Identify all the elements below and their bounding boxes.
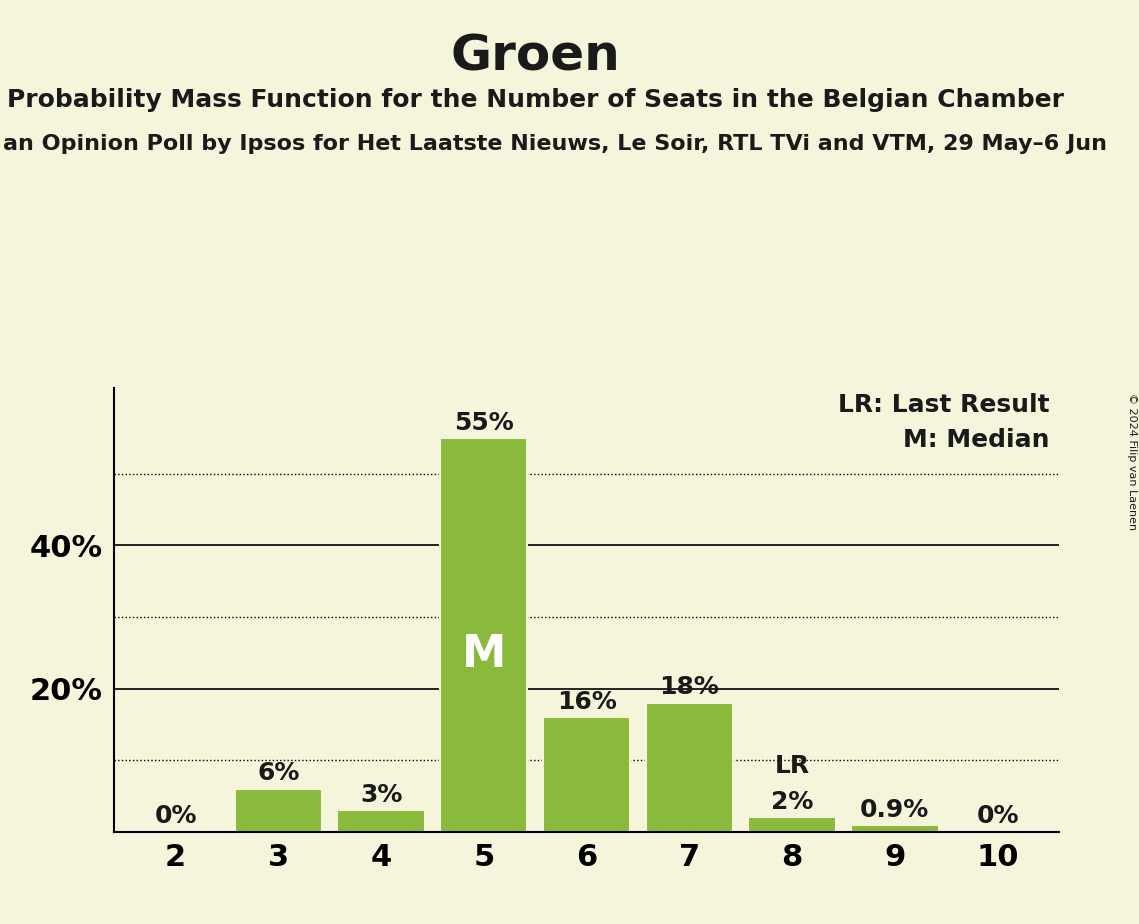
Text: LR: LR <box>775 754 810 778</box>
Text: 6%: 6% <box>257 761 300 785</box>
Bar <box>748 818 836 832</box>
Text: LR: Last Result: LR: Last Result <box>838 393 1050 417</box>
Text: on an Opinion Poll by Ipsos for Het Laatste Nieuws, Le Soir, RTL TVi and VTM, 29: on an Opinion Poll by Ipsos for Het Laat… <box>0 134 1107 154</box>
Bar <box>851 825 939 832</box>
Bar <box>440 438 527 832</box>
Text: 0%: 0% <box>154 804 197 828</box>
Text: Groen: Groen <box>450 32 621 80</box>
Bar <box>543 717 630 832</box>
Bar <box>337 810 425 832</box>
Text: 16%: 16% <box>557 689 616 713</box>
Text: Probability Mass Function for the Number of Seats in the Belgian Chamber: Probability Mass Function for the Number… <box>7 88 1064 112</box>
Text: 55%: 55% <box>454 410 514 434</box>
Text: M: M <box>461 633 506 676</box>
Text: 18%: 18% <box>659 675 720 699</box>
Text: © 2024 Filip van Laenen: © 2024 Filip van Laenen <box>1126 394 1137 530</box>
Bar <box>646 703 734 832</box>
Bar <box>235 789 322 832</box>
Text: 3%: 3% <box>360 783 402 807</box>
Text: M: Median: M: Median <box>903 428 1050 452</box>
Text: 2%: 2% <box>771 790 813 814</box>
Text: 0%: 0% <box>976 804 1019 828</box>
Text: 0.9%: 0.9% <box>860 797 929 821</box>
